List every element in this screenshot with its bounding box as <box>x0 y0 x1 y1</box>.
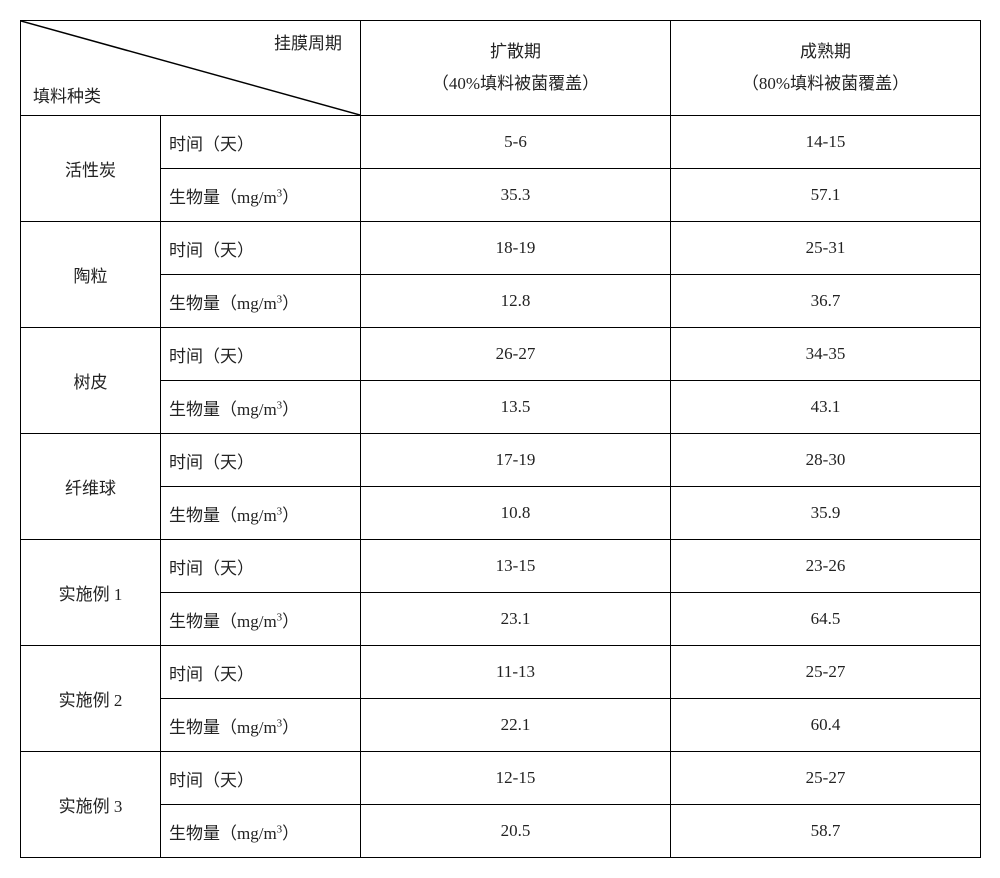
value-time-maturity: 28-30 <box>671 434 981 487</box>
biomass-suffix: ） <box>282 612 299 631</box>
biofilm-table: 挂膜周期填料种类扩散期（40%填料被菌覆盖）成熟期（80%填料被菌覆盖）活性炭时… <box>20 20 981 858</box>
value-biomass-diffusion: 10.8 <box>361 487 671 540</box>
biomass-suffix: ） <box>282 400 299 419</box>
metric-biomass: 生物量（mg/m3） <box>161 275 361 328</box>
header-maturity: 成熟期（80%填料被菌覆盖） <box>671 21 981 116</box>
biomass-prefix: 生物量（mg/m <box>169 824 277 843</box>
biomass-suffix: ） <box>282 188 299 207</box>
filler-label: 活性炭 <box>21 116 161 222</box>
value-time-diffusion: 11-13 <box>361 646 671 699</box>
value-time-maturity: 25-27 <box>671 752 981 805</box>
metric-biomass: 生物量（mg/m3） <box>161 487 361 540</box>
value-time-diffusion: 13-15 <box>361 540 671 593</box>
metric-biomass: 生物量（mg/m3） <box>161 805 361 858</box>
filler-label: 实施例 3 <box>21 752 161 858</box>
biomass-suffix: ） <box>282 506 299 525</box>
header-diag-top: 挂膜周期 <box>274 29 342 54</box>
value-time-diffusion: 5-6 <box>361 116 671 169</box>
header-diagonal-cell: 挂膜周期填料种类 <box>21 21 361 116</box>
value-time-maturity: 25-31 <box>671 222 981 275</box>
value-biomass-maturity: 60.4 <box>671 699 981 752</box>
value-biomass-maturity: 64.5 <box>671 593 981 646</box>
header-maturity-line2: （80%填料被菌覆盖） <box>671 68 980 100</box>
value-time-diffusion: 26-27 <box>361 328 671 381</box>
filler-label: 陶粒 <box>21 222 161 328</box>
header-diffusion-line1: 扩散期 <box>361 36 670 68</box>
metric-time: 时间（天） <box>161 222 361 275</box>
value-time-maturity: 25-27 <box>671 646 981 699</box>
value-biomass-maturity: 57.1 <box>671 169 981 222</box>
biomass-suffix: ） <box>282 294 299 313</box>
value-time-diffusion: 12-15 <box>361 752 671 805</box>
biomass-prefix: 生物量（mg/m <box>169 294 277 313</box>
value-biomass-diffusion: 35.3 <box>361 169 671 222</box>
metric-biomass: 生物量（mg/m3） <box>161 699 361 752</box>
value-biomass-maturity: 58.7 <box>671 805 981 858</box>
value-time-diffusion: 17-19 <box>361 434 671 487</box>
metric-biomass: 生物量（mg/m3） <box>161 381 361 434</box>
value-biomass-maturity: 36.7 <box>671 275 981 328</box>
biomass-prefix: 生物量（mg/m <box>169 188 277 207</box>
value-biomass-maturity: 43.1 <box>671 381 981 434</box>
value-time-maturity: 14-15 <box>671 116 981 169</box>
value-biomass-diffusion: 23.1 <box>361 593 671 646</box>
biomass-suffix: ） <box>282 718 299 737</box>
value-biomass-diffusion: 13.5 <box>361 381 671 434</box>
metric-time: 时间（天） <box>161 328 361 381</box>
value-time-maturity: 34-35 <box>671 328 981 381</box>
filler-label: 纤维球 <box>21 434 161 540</box>
biomass-prefix: 生物量（mg/m <box>169 718 277 737</box>
metric-time: 时间（天） <box>161 752 361 805</box>
biomass-prefix: 生物量（mg/m <box>169 506 277 525</box>
metric-biomass: 生物量（mg/m3） <box>161 169 361 222</box>
header-maturity-line1: 成熟期 <box>671 36 980 68</box>
biomass-prefix: 生物量（mg/m <box>169 612 277 631</box>
metric-time: 时间（天） <box>161 116 361 169</box>
metric-biomass: 生物量（mg/m3） <box>161 593 361 646</box>
header-diffusion: 扩散期（40%填料被菌覆盖） <box>361 21 671 116</box>
value-biomass-diffusion: 20.5 <box>361 805 671 858</box>
value-biomass-diffusion: 22.1 <box>361 699 671 752</box>
metric-time: 时间（天） <box>161 646 361 699</box>
filler-label: 树皮 <box>21 328 161 434</box>
value-time-diffusion: 18-19 <box>361 222 671 275</box>
filler-label: 实施例 2 <box>21 646 161 752</box>
value-time-maturity: 23-26 <box>671 540 981 593</box>
metric-time: 时间（天） <box>161 540 361 593</box>
metric-time: 时间（天） <box>161 434 361 487</box>
biomass-suffix: ） <box>282 824 299 843</box>
header-diag-bottom: 填料种类 <box>33 82 101 107</box>
filler-label: 实施例 1 <box>21 540 161 646</box>
header-diffusion-line2: （40%填料被菌覆盖） <box>361 68 670 100</box>
value-biomass-diffusion: 12.8 <box>361 275 671 328</box>
value-biomass-maturity: 35.9 <box>671 487 981 540</box>
biomass-prefix: 生物量（mg/m <box>169 400 277 419</box>
